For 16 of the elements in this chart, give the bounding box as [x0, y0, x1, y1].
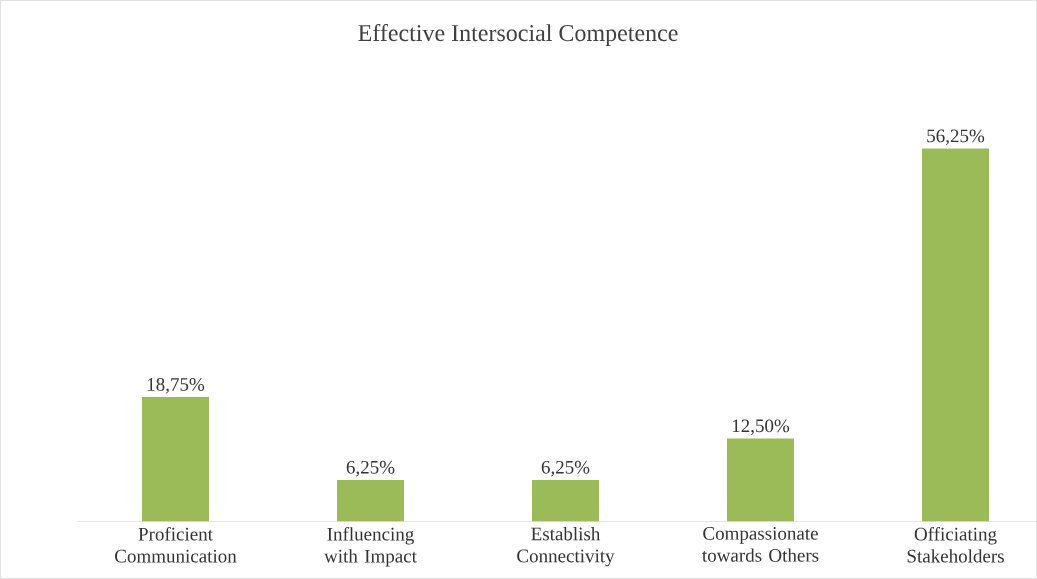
chart-title: Effective Intersocial Competence	[358, 24, 678, 46]
data-label: 6,25%	[541, 460, 590, 477]
x-tick-label: Officiating Stakeholders	[907, 527, 1004, 563]
data-label: 18,75%	[147, 378, 205, 394]
bar	[532, 479, 599, 522]
x-tick-label: Establish Connectivity	[517, 527, 615, 567]
bar	[337, 479, 404, 522]
bar	[922, 148, 990, 522]
x-tick-label: Proficient Communication	[115, 527, 237, 563]
x-tick-label: Compassionate towards Others	[702, 527, 819, 562]
bar	[727, 438, 795, 522]
data-label: 56,25%	[927, 129, 985, 146]
x-tick-label: Influencing with Impact	[324, 527, 417, 567]
data-label: 12,50%	[732, 419, 790, 435]
data-label: 6,25%	[346, 460, 395, 477]
bar	[142, 397, 209, 522]
